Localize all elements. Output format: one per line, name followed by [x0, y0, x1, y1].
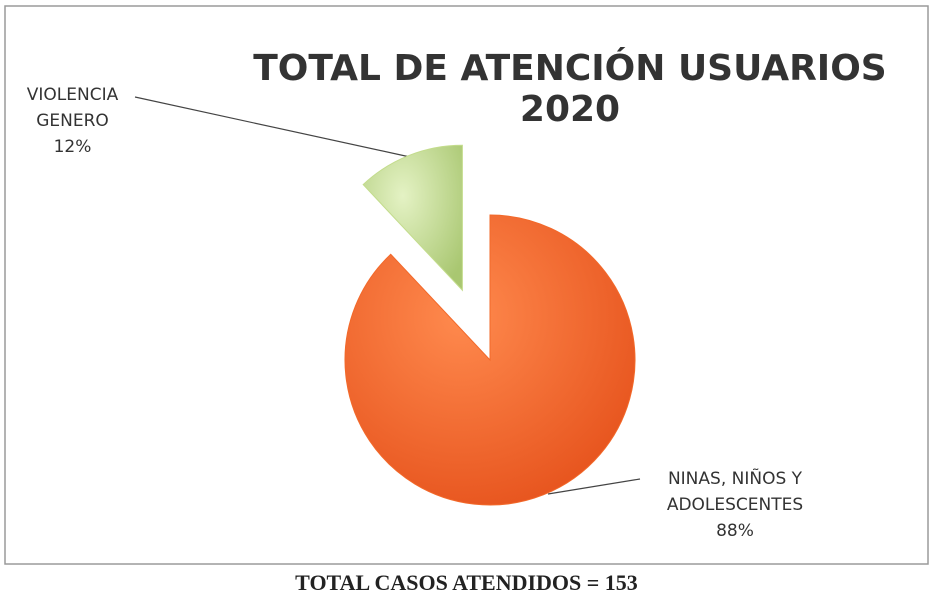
chart-title: TOTAL DE ATENCIÓN USUARIOS 2020 — [253, 48, 887, 130]
chart-border — [4, 5, 929, 565]
pie-slice — [344, 214, 636, 506]
slice-label: VIOLENCIA GENERO 12% — [10, 82, 135, 160]
slice-label: NINAS, NIÑOS Y ADOLESCENTES 88% — [640, 466, 830, 544]
value-label: 12% — [53, 137, 92, 157]
category-label: NINAS, NIÑOS Y ADOLESCENTES — [666, 469, 804, 515]
leader-line — [547, 478, 641, 495]
pie-slice — [362, 144, 463, 292]
category-label: VIOLENCIA GENERO — [26, 85, 119, 131]
value-label: 88% — [716, 521, 754, 541]
leader-line — [134, 96, 411, 158]
caption: TOTAL CASOS ATENDIDOS = 153 — [295, 570, 638, 595]
